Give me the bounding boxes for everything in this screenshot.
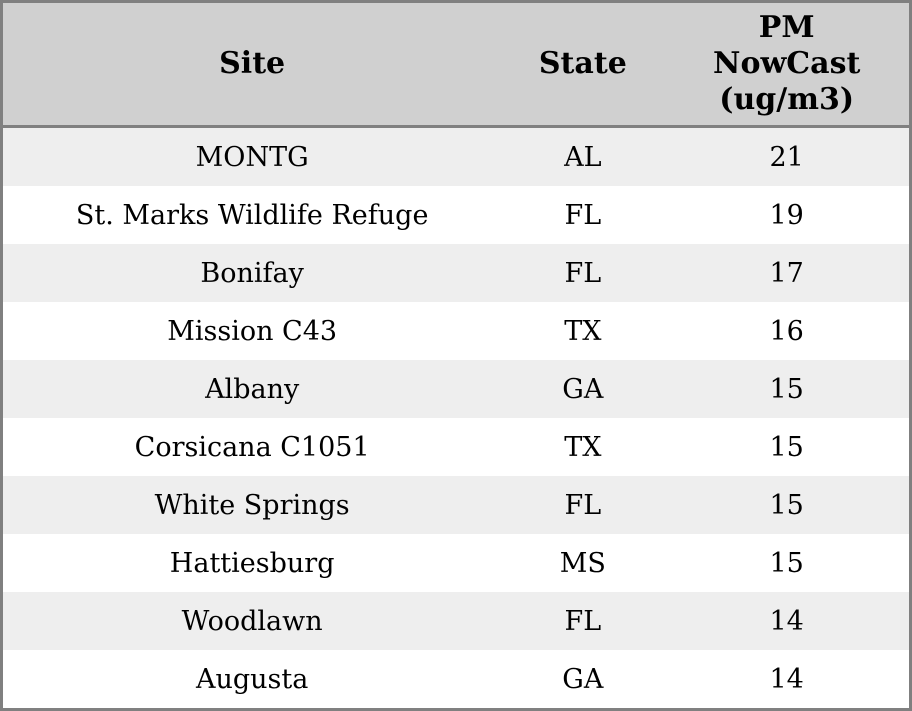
column-header-pm-nowcast: PM NowCast (ug/m3) xyxy=(664,3,909,128)
state-cell: FL xyxy=(564,489,602,521)
state-cell: FL xyxy=(564,257,602,289)
site-cell: Hattiesburg xyxy=(169,547,335,579)
state-cell: FL xyxy=(564,199,602,231)
pm-cell: 17 xyxy=(769,257,804,289)
state-cell: GA xyxy=(562,373,604,405)
site-cell: Corsicana C1051 xyxy=(134,431,370,463)
site-cell: St. Marks Wildlife Refuge xyxy=(75,199,429,231)
state-cell: AL xyxy=(564,141,602,173)
pm-cell: 14 xyxy=(769,663,804,695)
header-row: Site State PM NowCast (ug/m3) xyxy=(3,3,909,128)
pm-cell: 21 xyxy=(769,141,804,173)
table-row: Corsicana C1051 TX 15 xyxy=(3,418,909,476)
state-cell: TX xyxy=(564,431,602,463)
table-row: Mission C43 TX 16 xyxy=(3,302,909,360)
table-row: Hattiesburg MS 15 xyxy=(3,534,909,592)
pm-nowcast-table: Site State PM NowCast (ug/m3) MONTG AL 2… xyxy=(3,3,909,708)
state-cell: TX xyxy=(564,315,602,347)
site-cell: White Springs xyxy=(154,489,350,521)
table-row: Augusta GA 14 xyxy=(3,650,909,708)
pm-cell: 19 xyxy=(769,199,804,231)
table-row: Albany GA 15 xyxy=(3,360,909,418)
site-cell: Bonifay xyxy=(200,257,304,289)
site-cell: Augusta xyxy=(195,663,309,695)
table-row: White Springs FL 15 xyxy=(3,476,909,534)
pm-cell: 16 xyxy=(769,315,804,347)
state-cell: MS xyxy=(559,547,606,579)
state-cell: FL xyxy=(564,605,602,637)
site-cell: Woodlawn xyxy=(181,605,323,637)
column-header-site: Site xyxy=(3,3,502,128)
pm-cell: 15 xyxy=(769,547,804,579)
site-cell: Mission C43 xyxy=(167,315,338,347)
site-cell: MONTG xyxy=(195,141,309,173)
column-header-state: State xyxy=(501,3,665,128)
pm-cell: 14 xyxy=(769,605,804,637)
state-cell: GA xyxy=(562,663,604,695)
table-row: Bonifay FL 17 xyxy=(3,244,909,302)
pm-cell: 15 xyxy=(769,373,804,405)
table-row: Woodlawn FL 14 xyxy=(3,592,909,650)
table-row: MONTG AL 21 xyxy=(3,126,909,186)
pm-cell: 15 xyxy=(769,489,804,521)
site-cell: Albany xyxy=(205,373,300,405)
pm-cell: 15 xyxy=(769,431,804,463)
table-row: St. Marks Wildlife Refuge FL 19 xyxy=(3,186,909,244)
